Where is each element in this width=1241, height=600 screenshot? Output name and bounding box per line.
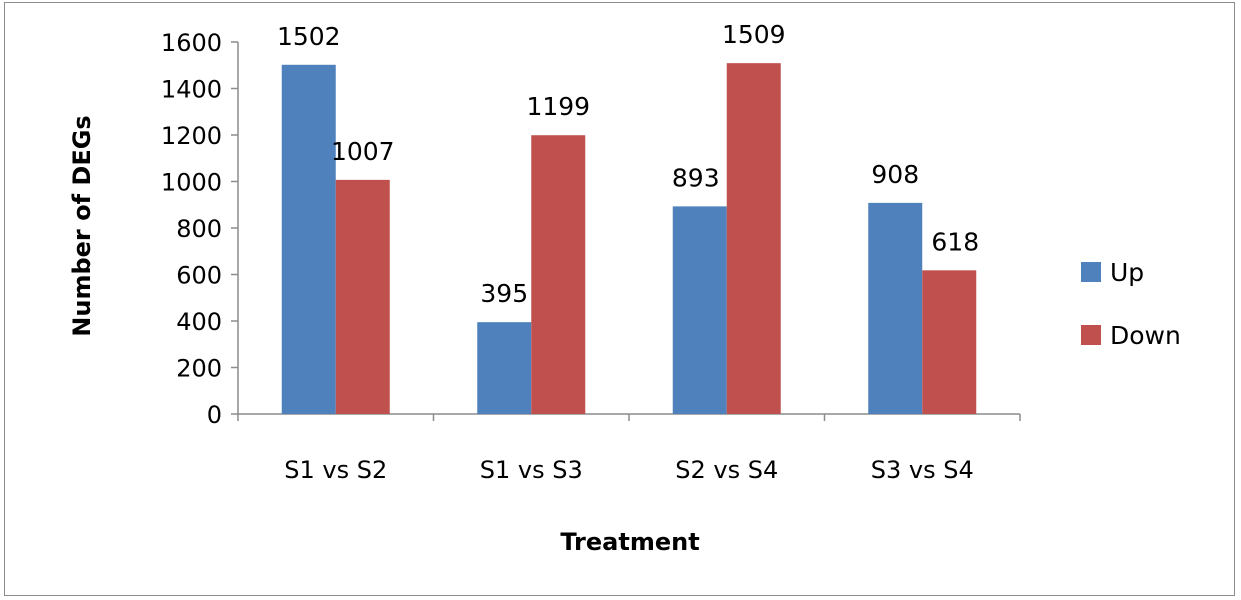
chart-frame <box>4 2 1235 596</box>
x-category-label: S2 vs S4 <box>675 456 778 484</box>
y-tick-label: 1200 <box>161 122 222 150</box>
y-tick-label: 800 <box>176 215 222 243</box>
y-tick-label: 0 <box>207 401 222 429</box>
bar-up <box>868 202 923 414</box>
data-label: 1199 <box>526 92 590 121</box>
y-tick-label: 400 <box>176 308 222 336</box>
bar-up <box>477 322 532 414</box>
data-label: 1502 <box>277 22 341 51</box>
data-label: 618 <box>931 227 979 256</box>
data-label: 1007 <box>331 137 395 166</box>
bar-down <box>335 179 390 414</box>
bars <box>281 63 977 415</box>
y-tick-label: 200 <box>176 355 222 383</box>
legend: Up Down <box>1081 258 1181 350</box>
x-category-label: S3 vs S4 <box>871 456 974 484</box>
category-labels: S1 vs S2 S1 vs S3 S2 vs S4 S3 vs S4 <box>284 456 973 484</box>
x-category-label: S1 vs S2 <box>284 456 387 484</box>
bar-down <box>531 135 586 415</box>
data-label: 908 <box>871 160 919 189</box>
legend-label-down: Down <box>1110 321 1181 350</box>
data-label: 893 <box>672 163 720 192</box>
y-tick-label: 1000 <box>161 169 222 197</box>
y-axis-title: Number of DEGs <box>68 115 96 336</box>
y-tick-label: 600 <box>176 262 222 290</box>
x-axis <box>237 413 1021 421</box>
data-label: 395 <box>480 279 528 308</box>
y-tick-label: 1600 <box>161 29 222 57</box>
x-axis-title: Treatment <box>560 528 699 556</box>
data-labels: 1502 1007 395 1199 893 1509 908 618 <box>277 20 979 308</box>
legend-label-up: Up <box>1110 258 1144 287</box>
y-axis: 0 200 400 600 800 1000 1200 1400 1600 <box>161 29 239 429</box>
bar-up <box>281 64 336 414</box>
bar-up <box>672 206 727 414</box>
bar-down <box>922 270 977 414</box>
legend-swatch-down <box>1081 325 1101 345</box>
x-category-label: S1 vs S3 <box>480 456 583 484</box>
data-label: 1509 <box>722 20 786 49</box>
legend-swatch-up <box>1081 262 1101 282</box>
bar-down <box>726 63 781 414</box>
y-tick-label: 1400 <box>161 76 222 104</box>
